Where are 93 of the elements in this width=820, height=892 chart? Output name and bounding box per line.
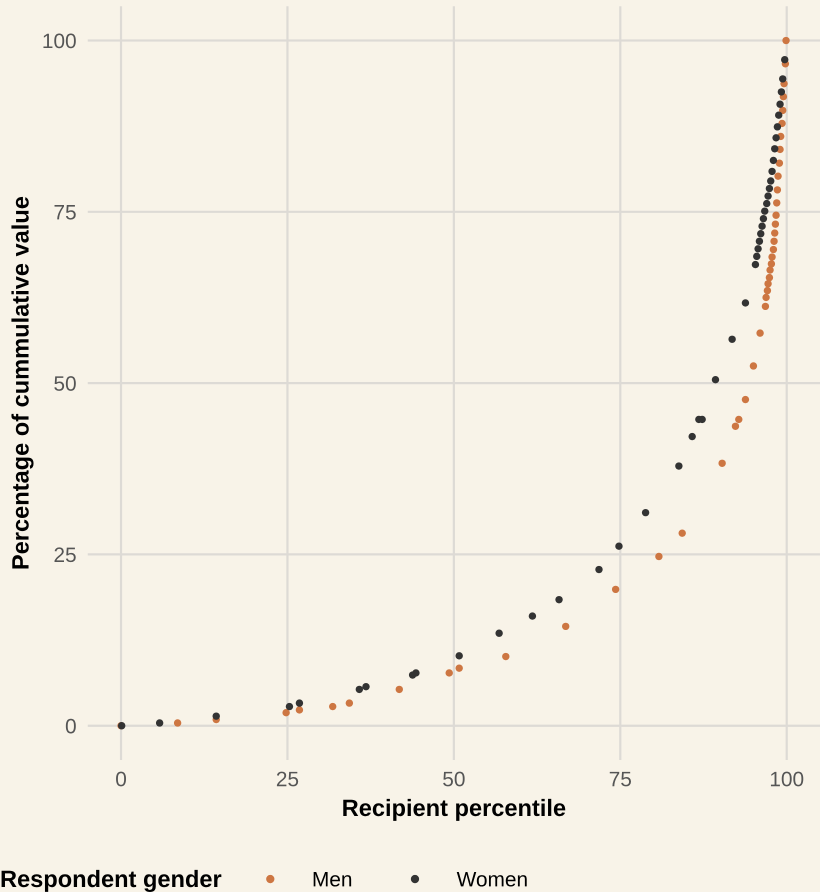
- point: [688, 432, 696, 440]
- point: [782, 36, 790, 44]
- x-tick-label: 50: [443, 772, 465, 786]
- point: [766, 266, 774, 274]
- y-axis-title: Percentage of cummulative value: [11, 196, 34, 569]
- point: [555, 596, 563, 604]
- point: [562, 622, 570, 630]
- x-tick-label: 100: [770, 772, 804, 786]
- y-tick-label: 50: [54, 376, 76, 391]
- point: [771, 229, 778, 237]
- point: [773, 199, 780, 207]
- point: [757, 230, 764, 238]
- legend-label: Women: [456, 872, 527, 887]
- point: [296, 699, 304, 707]
- point: [756, 238, 764, 245]
- point: [742, 396, 750, 404]
- x-tick-label: 25: [276, 772, 298, 786]
- point: [772, 212, 780, 219]
- point: [776, 159, 784, 167]
- point: [752, 260, 760, 268]
- point: [770, 156, 778, 164]
- point: [768, 260, 776, 268]
- point: [174, 719, 182, 727]
- point: [156, 719, 164, 727]
- point: [718, 460, 726, 467]
- point: [456, 664, 463, 672]
- point: [396, 686, 403, 694]
- point: [763, 200, 770, 208]
- point: [735, 416, 742, 424]
- point: [412, 669, 420, 677]
- point: [446, 669, 453, 677]
- point: [762, 294, 770, 302]
- legend-title: Respondent gender: [2, 870, 222, 892]
- point: [754, 245, 762, 252]
- x-tick-label: 75: [610, 772, 632, 786]
- point: [775, 112, 782, 119]
- point: [655, 552, 663, 560]
- y-tick-label: 100: [43, 34, 76, 48]
- point: [764, 280, 772, 288]
- point: [766, 274, 774, 282]
- point: [764, 286, 772, 294]
- y-tick-label: 25: [54, 547, 76, 562]
- point: [767, 177, 774, 185]
- point: [678, 530, 686, 537]
- point: [502, 652, 510, 660]
- point: [753, 252, 760, 260]
- point: [528, 612, 536, 620]
- y-tick-label: 75: [54, 205, 76, 220]
- point: [761, 207, 768, 215]
- point: [770, 238, 778, 245]
- point: [760, 214, 768, 222]
- point: [456, 652, 463, 660]
- point: [675, 462, 683, 470]
- point: [771, 145, 778, 152]
- point: [595, 566, 603, 574]
- point: [356, 686, 364, 694]
- legend-label: Men: [314, 872, 352, 887]
- point: [732, 422, 740, 430]
- point: [772, 220, 780, 228]
- point: [764, 192, 772, 200]
- point: [286, 702, 294, 710]
- point: [756, 329, 764, 337]
- point: [766, 184, 774, 192]
- point: [774, 186, 782, 194]
- point: [762, 302, 770, 310]
- point: [728, 336, 736, 343]
- point: [776, 100, 784, 108]
- point: [781, 56, 788, 64]
- point: [774, 123, 782, 131]
- point: [770, 246, 778, 254]
- point: [362, 682, 370, 690]
- x-axis-title: Recipient percentile: [343, 798, 566, 821]
- point: [750, 362, 758, 370]
- point: [779, 75, 786, 83]
- point: [495, 630, 503, 637]
- point: [612, 586, 620, 594]
- y-tick-label: 0: [66, 718, 76, 734]
- point: [642, 508, 650, 516]
- point: [768, 253, 776, 261]
- x-tick-label: 0: [116, 772, 126, 786]
- point: [346, 699, 354, 707]
- point: [742, 299, 750, 307]
- point: [282, 709, 290, 716]
- point: [772, 134, 780, 142]
- point: [758, 222, 766, 230]
- point: [712, 376, 720, 384]
- point: [615, 542, 623, 550]
- point: [296, 706, 304, 714]
- point: [778, 88, 786, 96]
- point: [329, 702, 336, 710]
- point: [774, 172, 782, 180]
- point: [212, 712, 220, 720]
- point: [768, 168, 776, 176]
